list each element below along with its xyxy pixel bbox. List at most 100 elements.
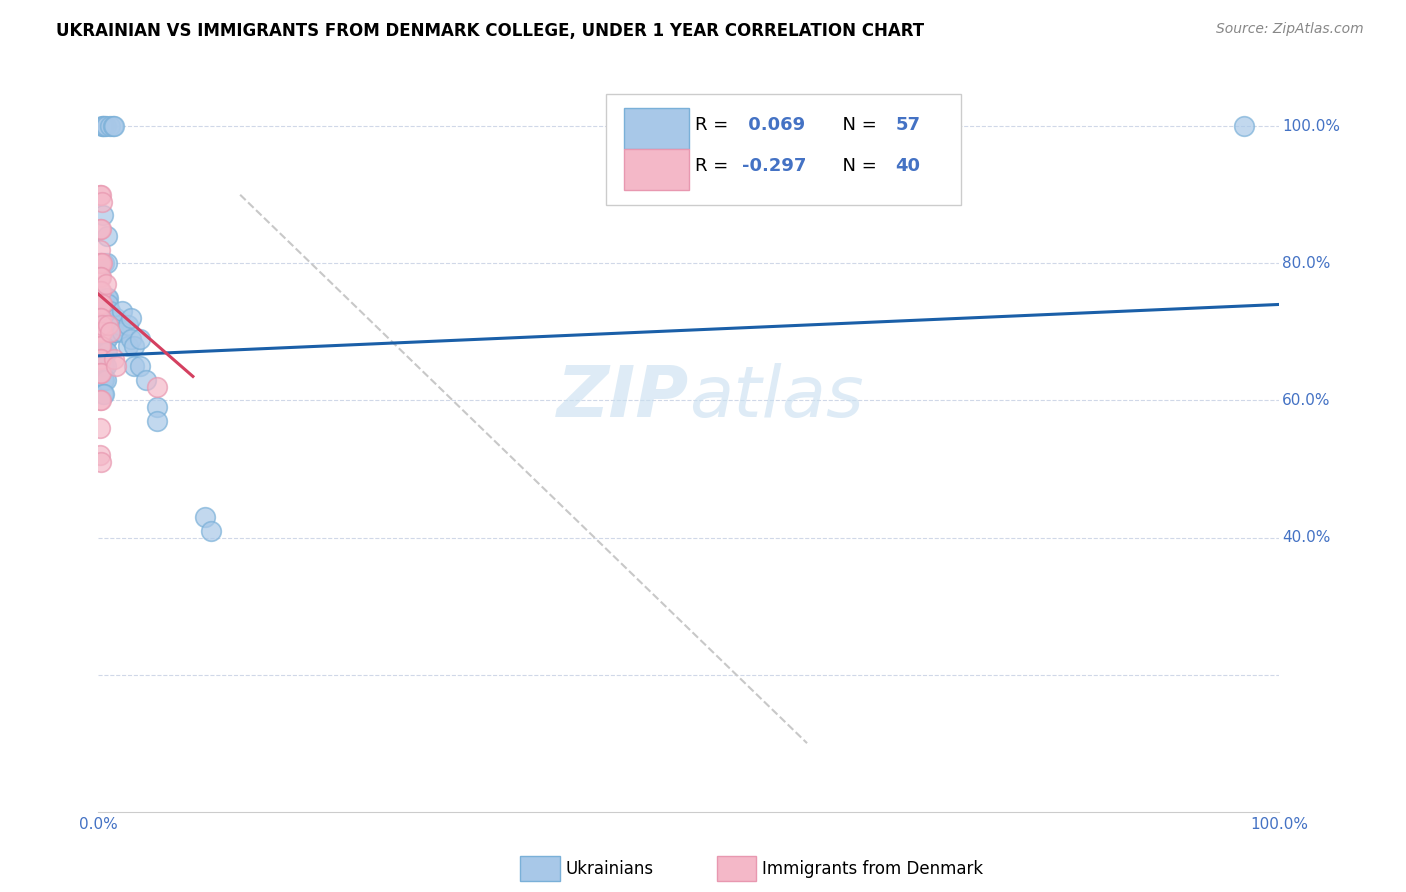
Point (117, 338, 139, 352)
Point (89, 338, 111, 352)
Point (90, 187, 112, 202)
Point (93, 119, 115, 133)
Point (105, 325, 128, 339)
Point (89, 311, 111, 326)
Point (94, 373, 117, 387)
Point (93, 359, 115, 373)
Point (94, 119, 117, 133)
Point (105, 311, 128, 326)
Point (94, 345, 117, 359)
Point (89, 270, 111, 285)
FancyBboxPatch shape (624, 149, 689, 190)
Point (90, 311, 112, 326)
Text: Ukrainians: Ukrainians (565, 860, 654, 878)
Point (90, 222, 112, 236)
Point (89, 297, 111, 311)
Text: N =: N = (831, 117, 882, 135)
Point (91, 119, 114, 133)
Point (91, 386, 114, 401)
Point (93, 345, 115, 359)
Text: N =: N = (831, 157, 882, 175)
Point (101, 318, 124, 332)
Point (121, 332, 143, 346)
Point (122, 338, 145, 352)
Point (1233, 119, 1256, 133)
Point (93, 386, 115, 401)
Point (93, 332, 115, 346)
Text: 57: 57 (896, 117, 921, 135)
Point (91, 208, 114, 222)
Point (89, 421, 111, 435)
Point (91, 332, 114, 346)
Text: 80.0%: 80.0% (1282, 256, 1330, 271)
Point (91, 304, 114, 318)
Point (89, 393, 111, 408)
Point (97, 318, 120, 332)
Point (89, 222, 111, 236)
Point (91, 119, 114, 133)
Point (194, 510, 217, 524)
Point (91, 318, 114, 332)
Point (117, 318, 139, 332)
Point (105, 359, 128, 373)
Point (89, 187, 111, 202)
Point (91, 373, 114, 387)
Point (103, 119, 125, 133)
Point (96, 332, 118, 346)
Point (94, 332, 117, 346)
Point (90, 256, 112, 270)
Point (91, 297, 114, 311)
Point (98, 304, 121, 318)
Point (90, 393, 112, 408)
Point (90, 325, 112, 339)
Point (98, 119, 121, 133)
Text: atlas: atlas (689, 363, 863, 432)
Text: R =: R = (695, 117, 734, 135)
Point (90, 455, 112, 469)
Point (89, 256, 111, 270)
Point (91, 359, 114, 373)
Point (101, 119, 124, 133)
Point (111, 304, 134, 318)
Text: -0.297: -0.297 (742, 157, 807, 175)
Point (90, 297, 112, 311)
Point (89, 352, 111, 367)
Point (91, 325, 114, 339)
Point (103, 325, 125, 339)
Point (90, 270, 112, 285)
Point (96, 256, 118, 270)
Point (98, 325, 121, 339)
Point (111, 325, 134, 339)
Point (91, 318, 114, 332)
Point (108, 318, 131, 332)
Point (89, 366, 111, 380)
Point (121, 311, 143, 326)
Point (135, 373, 157, 387)
Point (91, 345, 114, 359)
Point (89, 243, 111, 257)
Point (146, 380, 169, 394)
Point (90, 284, 112, 298)
Point (93, 291, 115, 305)
Point (89, 448, 111, 462)
FancyBboxPatch shape (624, 109, 689, 149)
Point (97, 291, 120, 305)
Point (93, 373, 115, 387)
Point (96, 228, 118, 243)
Point (89, 325, 111, 339)
Point (96, 318, 118, 332)
Point (93, 318, 115, 332)
Text: 40: 40 (896, 157, 921, 175)
Point (96, 304, 118, 318)
Point (96, 291, 118, 305)
Text: 60.0%: 60.0% (1282, 392, 1330, 408)
Point (103, 352, 125, 367)
Text: 100.0%: 100.0% (1282, 119, 1340, 134)
Point (93, 256, 115, 270)
Point (96, 345, 118, 359)
Point (128, 359, 150, 373)
Point (200, 524, 222, 538)
Point (122, 359, 145, 373)
Point (94, 277, 117, 291)
Point (90, 338, 112, 352)
